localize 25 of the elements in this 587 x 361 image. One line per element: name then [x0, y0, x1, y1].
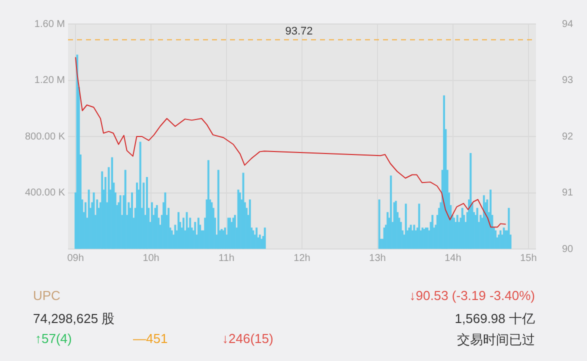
x-tick-label: 12h — [294, 252, 310, 264]
y2-tick-label: 90 — [562, 244, 574, 255]
x-tick-label: 13h — [369, 252, 386, 264]
text: 74,298,625 股 — [33, 310, 115, 328]
text: 1,569.98 十亿 — [454, 310, 535, 328]
x-tick-label: 10h — [142, 252, 160, 264]
text: ↑57(4) — [35, 331, 72, 346]
text: ↓246(15) — [222, 331, 274, 346]
y-tick-label: 1.60 M — [34, 18, 65, 30]
x-tick-label: 11h — [218, 252, 234, 264]
y2-tick-label: 94 — [562, 18, 574, 30]
text: UPC — [33, 288, 60, 303]
text: —451 — [133, 331, 168, 346]
y-tick-label: 800.00 K — [24, 131, 66, 142]
y-tick-label: 400.00 K — [24, 188, 66, 198]
x-tick-label: 14h — [444, 252, 462, 264]
y-tick-label: 1.20 M — [34, 75, 65, 86]
x-tick-label: 09h — [67, 252, 84, 264]
text: ↓90.53 (-3.19 -3.40%) — [409, 288, 535, 303]
y2-tick-label: 93 — [562, 75, 574, 86]
ref-line-label: 93.72 — [285, 25, 313, 38]
x-tick-label: 15h — [520, 252, 537, 264]
y2-tick-label: 92 — [562, 131, 574, 142]
text: 交易时间已过 — [457, 331, 535, 349]
y2-tick-label: 91 — [562, 188, 574, 198]
